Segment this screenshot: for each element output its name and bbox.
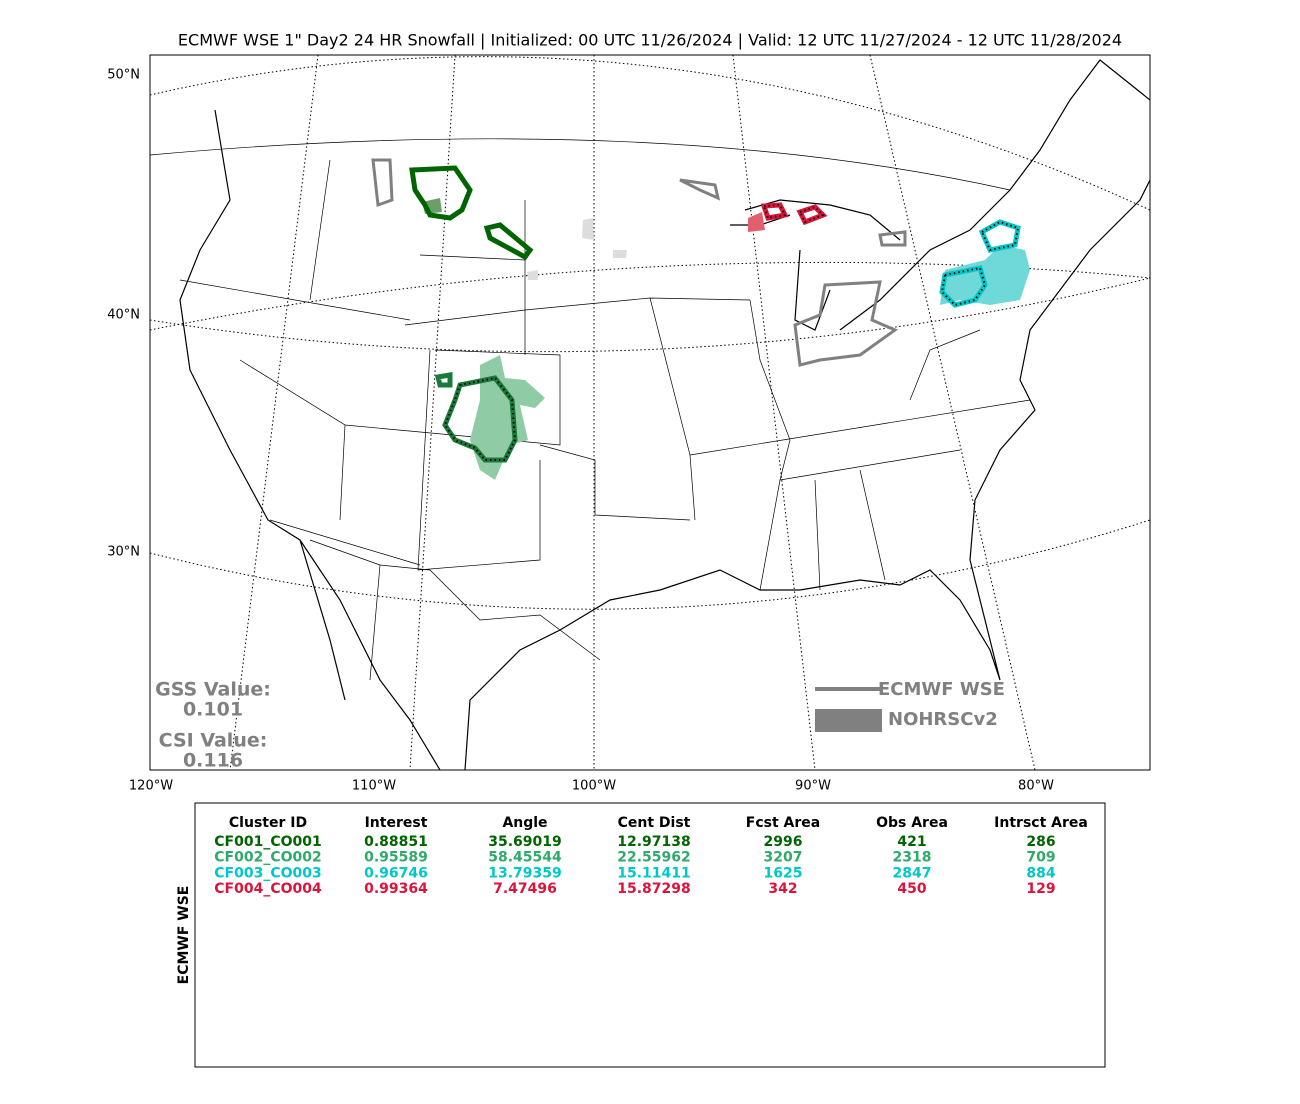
table-header: Interest (365, 815, 428, 831)
table-cell: 450 (897, 881, 926, 897)
table-cell: 2318 (893, 850, 932, 866)
table-cell: 13.79359 (488, 865, 562, 881)
obs-area (470, 355, 545, 480)
table-cell: CF003_CO003 (214, 865, 321, 881)
obs-area (748, 212, 765, 232)
table-cell: 286 (1026, 834, 1055, 850)
map-layer (150, 55, 1150, 770)
table-cell: 15.11411 (617, 865, 691, 881)
table-cell: 0.88851 (364, 834, 428, 850)
fcst-outline (762, 203, 825, 224)
lon-label: 110°W (352, 779, 396, 794)
table-frame (194, 802, 1106, 1068)
table-side-label: ECMWF WSE (176, 886, 192, 985)
table-cell: 2847 (893, 865, 932, 881)
lat-label: 50°N (107, 68, 140, 83)
table-cell: 342 (768, 881, 797, 897)
table-cell: 3207 (764, 850, 803, 866)
table-cell: 709 (1026, 850, 1055, 866)
stat-label: GSS Value: (155, 679, 271, 701)
table-header: Angle (502, 815, 547, 831)
graticule (150, 261, 1150, 331)
legend-label: ECMWF WSE (878, 679, 1005, 700)
graticule (150, 56, 1150, 211)
table-header: Fcst Area (746, 815, 820, 831)
obs-area (940, 245, 1030, 305)
coastline (179, 109, 1150, 770)
table-cell: 58.45544 (488, 850, 562, 866)
lat-label: 30°N (107, 545, 140, 560)
table-cell: 0.96746 (364, 865, 428, 881)
borders (150, 138, 1031, 591)
table-cell: 2996 (764, 834, 803, 850)
table-header: Cent Dist (618, 815, 691, 831)
lon-label: 80°W (1018, 779, 1054, 794)
graticule (409, 55, 456, 770)
lon-label: 100°W (572, 779, 616, 794)
fcst-outline (443, 376, 517, 461)
table-cell: 0.99364 (364, 881, 428, 897)
table-cell: 15.87298 (617, 881, 691, 897)
obs-outline (371, 158, 907, 367)
table-header: Cluster ID (229, 815, 307, 831)
obs-area (527, 218, 627, 280)
fcst-outline (940, 220, 1020, 307)
table-cell: CF004_CO004 (214, 881, 322, 897)
table-cell: 22.55962 (617, 850, 691, 866)
fcst-outline (409, 165, 473, 221)
table-header: Obs Area (876, 815, 948, 831)
map: 50°N 40°N 30°N 120°W 110°W 100°W 90°W 80… (107, 54, 1151, 794)
fcst-outline (483, 222, 534, 261)
stat-label: CSI Value: (159, 730, 268, 752)
table-cell: CF002_CO002 (214, 850, 321, 866)
map-frame (149, 54, 1151, 771)
table-cell: 0.95589 (364, 850, 428, 866)
table-cell: 421 (897, 834, 926, 850)
title: ECMWF WSE 1" Day2 24 HR Snowfall | Initi… (178, 31, 1122, 50)
table-cell: 884 (1026, 865, 1055, 881)
graticule (150, 519, 1150, 610)
lon-label: 120°W (129, 779, 173, 794)
stat-value: 0.116 (183, 750, 243, 772)
table: ECMWF WSE Cluster ID Interest Angle Cent Di… (176, 802, 1106, 1068)
stat-value: 0.101 (183, 699, 243, 721)
table-cell: 7.47496 (493, 881, 557, 897)
table-header: Intrsct Area (994, 815, 1088, 831)
table-cell: 129 (1026, 881, 1055, 897)
table-cell: 1625 (764, 865, 803, 881)
legend-label: NOHRSCv2 (888, 709, 998, 730)
legend-swatch (815, 709, 882, 732)
mexico-borders (309, 539, 601, 681)
lon-label: 90°W (795, 779, 831, 794)
table-cell: CF001_CO001 (214, 834, 321, 850)
table-cell: 12.97138 (617, 834, 691, 850)
graticule (229, 55, 319, 770)
lat-label: 40°N (107, 308, 140, 323)
table-cell: 35.69019 (488, 834, 562, 850)
